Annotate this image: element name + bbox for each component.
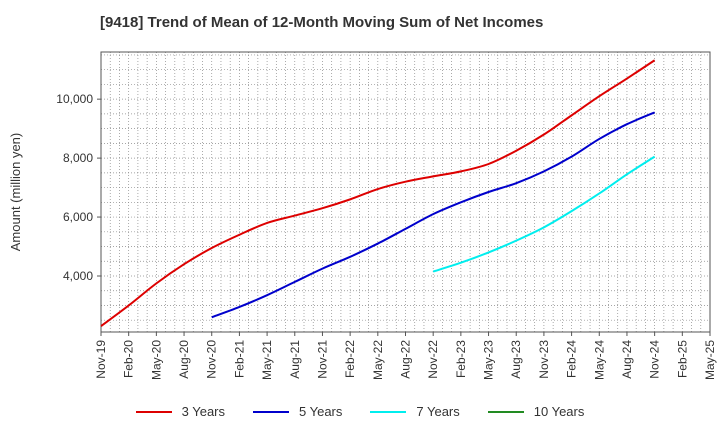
legend-item: 3 Years bbox=[135, 404, 225, 419]
x-tick-label: Feb-20 bbox=[122, 340, 136, 378]
legend-item: 10 Years bbox=[487, 404, 585, 419]
legend-swatch bbox=[370, 410, 407, 413]
x-tick-label: May-20 bbox=[149, 340, 163, 380]
legend-swatch bbox=[135, 410, 172, 413]
x-tick-label: Aug-21 bbox=[288, 340, 302, 379]
legend-label: 3 Years bbox=[181, 404, 225, 419]
x-tick-label: Nov-23 bbox=[537, 340, 551, 379]
legend-swatch bbox=[253, 410, 289, 413]
x-tick-label: Nov-21 bbox=[315, 340, 329, 379]
x-tick-label: Aug-24 bbox=[620, 340, 634, 379]
x-tick-label: Feb-22 bbox=[343, 340, 357, 378]
y-tick-label: 6,000 bbox=[63, 210, 93, 224]
x-tick-label: Aug-23 bbox=[509, 340, 523, 379]
axes bbox=[97, 51, 711, 336]
chart-title: [9418] Trend of Mean of 12-Month Moving … bbox=[100, 14, 544, 31]
x-tick-label: May-22 bbox=[371, 340, 385, 380]
x-tick-label: Nov-19 bbox=[94, 340, 108, 379]
legend-label: 5 Years bbox=[299, 404, 343, 419]
legend-label: 7 Years bbox=[416, 404, 460, 419]
x-tick-label: Aug-20 bbox=[177, 340, 191, 379]
series-line-7-years bbox=[432, 155, 656, 273]
axis-labels: 4,000 6,000 8,000 10,000 Nov-19 Feb-20 May-20 A… bbox=[8, 92, 717, 380]
legend: 3 Years 5 Years 7 Years 10 Years bbox=[0, 404, 720, 419]
x-tick-label: Feb-23 bbox=[454, 340, 468, 378]
y-tick-label: 10,000 bbox=[56, 92, 93, 106]
x-tick-label: Nov-24 bbox=[648, 340, 662, 379]
x-tick-label: May-23 bbox=[482, 340, 496, 380]
x-tick-label: Feb-21 bbox=[232, 340, 246, 378]
x-tick-label: May-21 bbox=[260, 340, 274, 380]
series-line-5-years bbox=[211, 111, 656, 319]
series-line-3-years bbox=[100, 59, 656, 327]
grid-lines bbox=[100, 52, 711, 332]
legend-item: 7 Years bbox=[370, 404, 460, 419]
legend-label: 10 Years bbox=[533, 404, 585, 419]
x-tick-label: May-24 bbox=[592, 340, 606, 380]
x-tick-label: May-25 bbox=[703, 340, 717, 380]
x-tick-label: Aug-22 bbox=[399, 340, 413, 379]
legend-swatch bbox=[487, 410, 524, 413]
x-tick-label: Nov-20 bbox=[205, 340, 219, 379]
x-tick-label: Feb-24 bbox=[565, 340, 579, 378]
y-axis-label: Amount (million yen) bbox=[8, 133, 23, 252]
series-lines bbox=[100, 59, 656, 327]
x-tick-label: Feb-25 bbox=[675, 340, 689, 378]
legend-item: 5 Years bbox=[253, 404, 342, 419]
x-tick-label: Nov-22 bbox=[426, 340, 440, 379]
y-tick-label: 4,000 bbox=[63, 269, 93, 283]
y-tick-label: 8,000 bbox=[63, 151, 93, 165]
